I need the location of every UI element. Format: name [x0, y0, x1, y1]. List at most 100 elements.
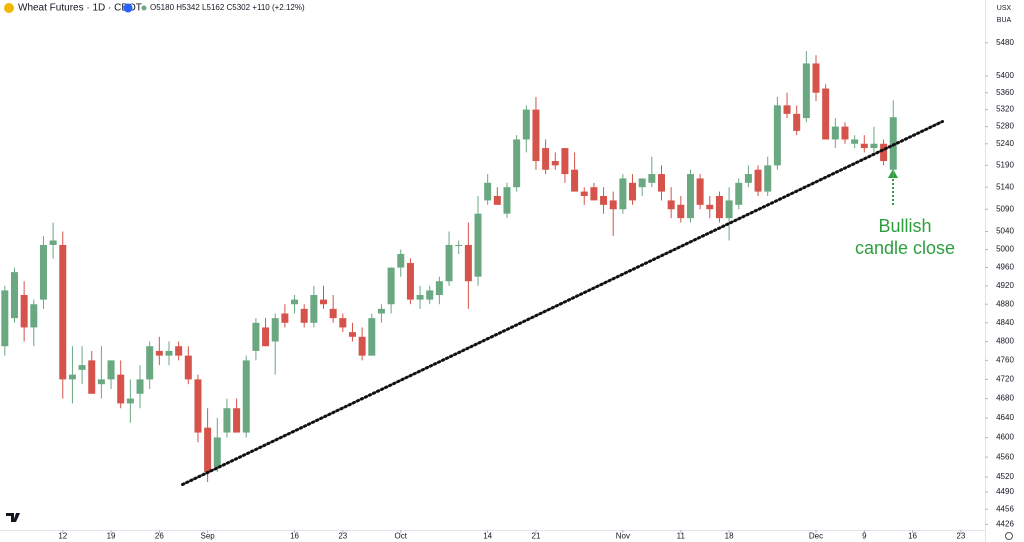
candle-body — [542, 148, 550, 170]
candle-body — [146, 346, 154, 380]
candle-body — [590, 187, 598, 201]
candle-body — [474, 213, 482, 277]
candle-body — [387, 267, 395, 305]
x-tick-label: 18 — [725, 532, 734, 541]
candle-body — [455, 244, 463, 246]
y-tick-label: 4456 — [996, 504, 1014, 513]
candle-body — [435, 281, 443, 296]
candle-body — [165, 350, 173, 356]
y-tick-label: 5040 — [996, 227, 1014, 236]
candle-body — [136, 379, 144, 394]
candle-body — [320, 299, 328, 305]
annotation-line: candle close — [855, 238, 955, 258]
x-tick-label: 12 — [58, 532, 67, 541]
y-tick-label: 4560 — [996, 452, 1014, 461]
symbol-icon — [4, 3, 14, 13]
chart-title: Wheat Futures · 1D · CBOT — [18, 3, 142, 14]
candle-body — [870, 143, 878, 149]
settings-icon[interactable] — [1005, 532, 1013, 540]
x-tick-label: 23 — [338, 532, 347, 541]
candle-body — [686, 174, 694, 219]
candle-body — [503, 187, 511, 214]
candle-body — [822, 88, 830, 140]
x-tick-label: 14 — [483, 532, 492, 541]
candle-body — [10, 272, 18, 319]
ohlc-legend: O5180 H5342 L5162 C5302 +110 (+2.12%) — [150, 3, 305, 12]
y-tick-label: 4840 — [996, 318, 1014, 327]
candle-body — [484, 182, 492, 201]
candle-body — [262, 327, 270, 347]
candle-body — [271, 318, 279, 342]
candle-body — [339, 318, 347, 328]
candle-body — [860, 143, 868, 149]
candle-body — [242, 360, 250, 433]
y-tick-label: 4800 — [996, 337, 1014, 346]
candle-body — [580, 191, 588, 196]
candle-body — [252, 322, 260, 351]
y-tick-label: 4720 — [996, 375, 1014, 384]
candle-body — [358, 336, 366, 356]
candle-body — [445, 244, 453, 282]
annotation-line: Bullish — [878, 216, 931, 236]
y-tick-label: 5240 — [996, 139, 1014, 148]
y-tick-label: 5190 — [996, 160, 1014, 169]
candle-body — [204, 427, 212, 473]
candle-body — [223, 408, 231, 433]
candle-body — [117, 374, 125, 404]
unit-label[interactable]: BUA — [997, 17, 1012, 24]
candle-body — [629, 182, 637, 201]
candle-body — [561, 148, 569, 175]
x-tick-label: 23 — [956, 532, 965, 541]
candle-body — [619, 178, 627, 210]
x-tick-label: 26 — [155, 532, 164, 541]
currency-label[interactable]: USX — [997, 5, 1012, 12]
candle-body — [300, 308, 308, 323]
x-tick-label: 9 — [862, 532, 867, 541]
candle-body — [397, 253, 405, 268]
x-tick-label: Dec — [809, 532, 823, 541]
candle-body — [831, 126, 839, 140]
status-dot — [141, 5, 147, 11]
candle-body — [291, 299, 299, 305]
candle-body — [20, 295, 28, 328]
candle-body — [715, 195, 723, 219]
y-tick-label: 5140 — [996, 182, 1014, 191]
candle-body — [600, 195, 608, 205]
y-tick-label: 4960 — [996, 263, 1014, 272]
y-tick-label: 5480 — [996, 38, 1014, 47]
y-tick-label: 4680 — [996, 394, 1014, 403]
y-tick-label: 4920 — [996, 281, 1014, 290]
candle-body — [49, 240, 57, 245]
candle-body — [609, 200, 617, 210]
x-tick-label: 19 — [107, 532, 116, 541]
x-tick-label: 16 — [290, 532, 299, 541]
x-tick-label: 16 — [908, 532, 917, 541]
candle-body — [406, 263, 414, 300]
candle-body — [677, 204, 685, 219]
candle-body — [213, 437, 221, 468]
exchange-icon — [123, 3, 133, 13]
x-tick-label: 21 — [532, 532, 541, 541]
y-tick-label: 4426 — [996, 519, 1014, 528]
candle-body — [184, 355, 192, 380]
candle-body — [59, 244, 67, 380]
candle-body — [30, 304, 38, 328]
candle-body — [571, 169, 579, 192]
candle-body — [68, 374, 76, 380]
y-tick-label: 4490 — [996, 487, 1014, 496]
candle-body — [522, 109, 530, 140]
x-tick-label: Oct — [395, 532, 408, 541]
candle-body — [764, 165, 772, 192]
tv-logo — [6, 513, 20, 522]
y-tick-label: 5000 — [996, 245, 1014, 254]
candle-body — [233, 408, 241, 433]
candle-body — [851, 139, 859, 144]
candle-body — [648, 174, 656, 183]
candle-body — [841, 126, 849, 140]
candle-body — [78, 365, 86, 370]
y-tick-label: 4600 — [996, 433, 1014, 442]
y-tick-label: 5400 — [996, 71, 1014, 80]
candle-body — [880, 143, 888, 162]
